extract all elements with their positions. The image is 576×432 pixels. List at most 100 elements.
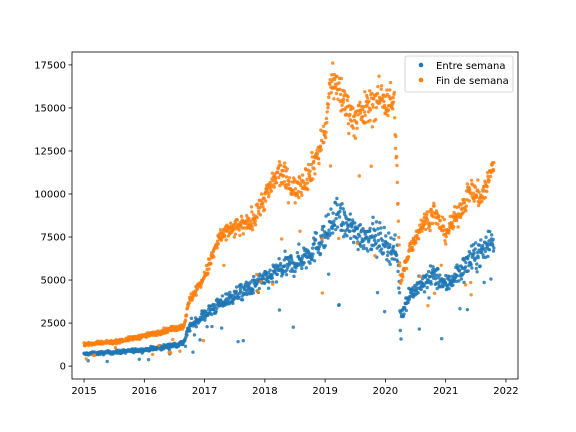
legend-marker-entre-semana <box>418 62 424 68</box>
point-entre-semana <box>306 250 311 254</box>
point-fin-de-semana <box>310 150 314 155</box>
point-entre-semana <box>213 303 217 307</box>
point-entre-semana <box>371 215 375 219</box>
point-fin-de-semana <box>379 84 384 88</box>
point-fin-de-semana <box>255 215 259 220</box>
point-entre-semana <box>293 269 297 274</box>
point-fin-de-semana <box>346 122 351 126</box>
point-entre-semana <box>379 247 384 251</box>
point-fin-de-semana <box>473 185 477 189</box>
point-fin-de-semana <box>439 263 444 267</box>
point-entre-semana <box>334 216 338 221</box>
point-fin-de-semana <box>215 246 219 250</box>
point-entre-semana <box>262 281 267 286</box>
point-fin-de-semana <box>326 95 331 99</box>
point-entre-semana <box>335 225 340 229</box>
point-fin-de-semana <box>282 180 287 184</box>
point-fin-de-semana <box>487 178 491 182</box>
point-fin-de-semana <box>340 103 344 108</box>
point-fin-de-semana <box>262 196 266 201</box>
point-entre-semana <box>484 235 488 239</box>
point-entre-semana <box>463 265 468 269</box>
point-entre-semana <box>167 347 172 352</box>
point-entre-semana <box>466 257 470 261</box>
point-fin-de-semana <box>250 228 255 232</box>
point-fin-de-semana <box>394 154 399 159</box>
point-entre-semana <box>266 286 271 291</box>
point-fin-de-semana <box>300 173 305 177</box>
x-tick-label: 2019 <box>312 386 337 397</box>
point-fin-de-semana <box>310 177 315 181</box>
point-fin-de-semana <box>464 204 468 208</box>
point-fin-de-semana <box>382 99 386 104</box>
point-entre-semana <box>391 244 396 249</box>
point-entre-semana <box>282 264 287 268</box>
point-fin-de-semana <box>328 82 332 86</box>
point-entre-semana <box>253 279 257 283</box>
point-entre-semana <box>417 327 422 331</box>
point-entre-semana <box>373 228 377 233</box>
point-entre-semana <box>386 250 390 254</box>
point-fin-de-semana <box>272 182 276 187</box>
point-entre-semana <box>485 241 489 245</box>
point-fin-de-semana <box>263 199 268 203</box>
point-entre-semana <box>486 254 490 259</box>
plot-frame <box>71 51 519 380</box>
point-fin-de-semana <box>256 209 261 213</box>
point-fin-de-semana <box>287 176 292 180</box>
point-entre-semana <box>337 215 342 219</box>
point-entre-semana <box>331 211 335 215</box>
point-fin-de-semana <box>454 218 459 223</box>
point-fin-de-semana <box>274 176 278 180</box>
point-entre-semana <box>416 291 420 295</box>
point-fin-de-semana <box>281 174 286 178</box>
point-fin-de-semana <box>270 171 275 175</box>
point-entre-semana <box>357 234 362 238</box>
point-fin-de-semana <box>425 218 430 222</box>
point-fin-de-semana <box>228 221 233 225</box>
point-fin-de-semana <box>467 199 471 203</box>
point-entre-semana <box>392 237 396 242</box>
point-fin-de-semana <box>355 241 360 246</box>
point-fin-de-semana <box>305 181 310 185</box>
point-entre-semana <box>422 283 426 288</box>
point-fin-de-semana <box>425 213 429 217</box>
point-entre-semana <box>397 286 401 290</box>
point-entre-semana <box>340 228 345 233</box>
point-entre-semana <box>183 344 188 348</box>
point-fin-de-semana <box>353 136 358 140</box>
point-entre-semana <box>393 233 397 237</box>
point-fin-de-semana <box>322 140 326 145</box>
point-fin-de-semana <box>258 213 263 217</box>
point-entre-semana <box>459 277 464 281</box>
point-entre-semana <box>252 274 256 279</box>
point-entre-semana <box>348 229 352 233</box>
point-entre-semana <box>234 289 238 293</box>
point-fin-de-semana <box>438 219 442 223</box>
point-fin-de-semana <box>467 187 472 191</box>
y-tick-label: 7500 <box>41 233 66 244</box>
point-entre-semana <box>487 239 491 243</box>
point-fin-de-semana <box>150 352 155 357</box>
point-entre-semana <box>342 222 346 226</box>
point-entre-semana <box>322 224 326 229</box>
point-entre-semana <box>219 326 224 330</box>
point-entre-semana <box>283 249 287 253</box>
point-entre-semana <box>382 309 387 314</box>
x-tick-label: 2022 <box>493 386 518 397</box>
point-fin-de-semana <box>92 353 97 357</box>
point-entre-semana <box>485 244 490 249</box>
point-entre-semana <box>310 246 315 250</box>
point-fin-de-semana <box>391 107 395 111</box>
point-fin-de-semana <box>360 115 364 119</box>
point-entre-semana <box>388 262 392 266</box>
point-entre-semana <box>429 282 433 286</box>
point-fin-de-semana <box>411 248 415 252</box>
point-fin-de-semana <box>312 167 316 171</box>
point-fin-de-semana <box>392 90 397 95</box>
point-fin-de-semana <box>278 183 282 188</box>
point-fin-de-semana <box>464 209 468 213</box>
point-entre-semana <box>261 276 266 281</box>
point-entre-semana <box>335 203 339 207</box>
